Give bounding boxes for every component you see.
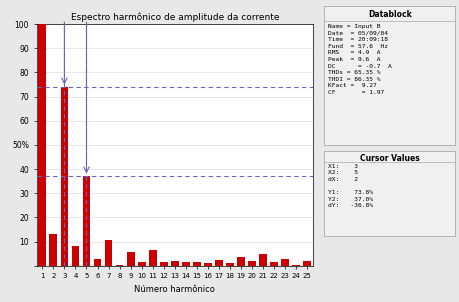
Bar — [105, 240, 112, 266]
Bar — [61, 87, 68, 266]
Bar — [303, 261, 310, 266]
Bar — [292, 265, 299, 266]
Bar — [215, 260, 222, 266]
Bar — [281, 259, 288, 266]
Bar — [270, 262, 277, 266]
Bar — [182, 262, 189, 266]
Text: Cursor Values: Cursor Values — [359, 153, 419, 162]
Bar — [116, 265, 123, 266]
X-axis label: Número harmônico: Número harmônico — [134, 285, 215, 294]
Bar — [83, 176, 90, 266]
Title: Espectro harmônico de amplitude da corrente: Espectro harmônico de amplitude da corre… — [70, 12, 279, 22]
Bar — [160, 262, 167, 266]
Bar — [94, 259, 101, 266]
Bar — [72, 246, 79, 266]
Text: X1:    3
X2:    5
dX:    2

Y1:    73.8%
Y2:    37.0%
dY:   -36.8%: X1: 3 X2: 5 dX: 2 Y1: 73.8% Y2: 37.0% dY… — [328, 164, 372, 208]
Bar — [248, 261, 255, 266]
Bar — [226, 263, 233, 266]
Bar — [127, 252, 134, 266]
Bar — [259, 254, 266, 266]
Bar — [204, 263, 211, 266]
Bar — [193, 262, 200, 266]
Bar — [171, 261, 178, 266]
Text: Datablock: Datablock — [367, 10, 411, 19]
Bar — [50, 234, 57, 266]
Bar — [237, 257, 244, 266]
Bar — [138, 262, 145, 266]
Bar — [149, 250, 156, 266]
Bar — [39, 24, 46, 266]
Text: Name = Input B
Date  = 05/09/04
Time  = 20:09:18
Fund  = 57.6  Hz
RMS   = 4.9  A: Name = Input B Date = 05/09/04 Time = 20… — [328, 24, 391, 95]
